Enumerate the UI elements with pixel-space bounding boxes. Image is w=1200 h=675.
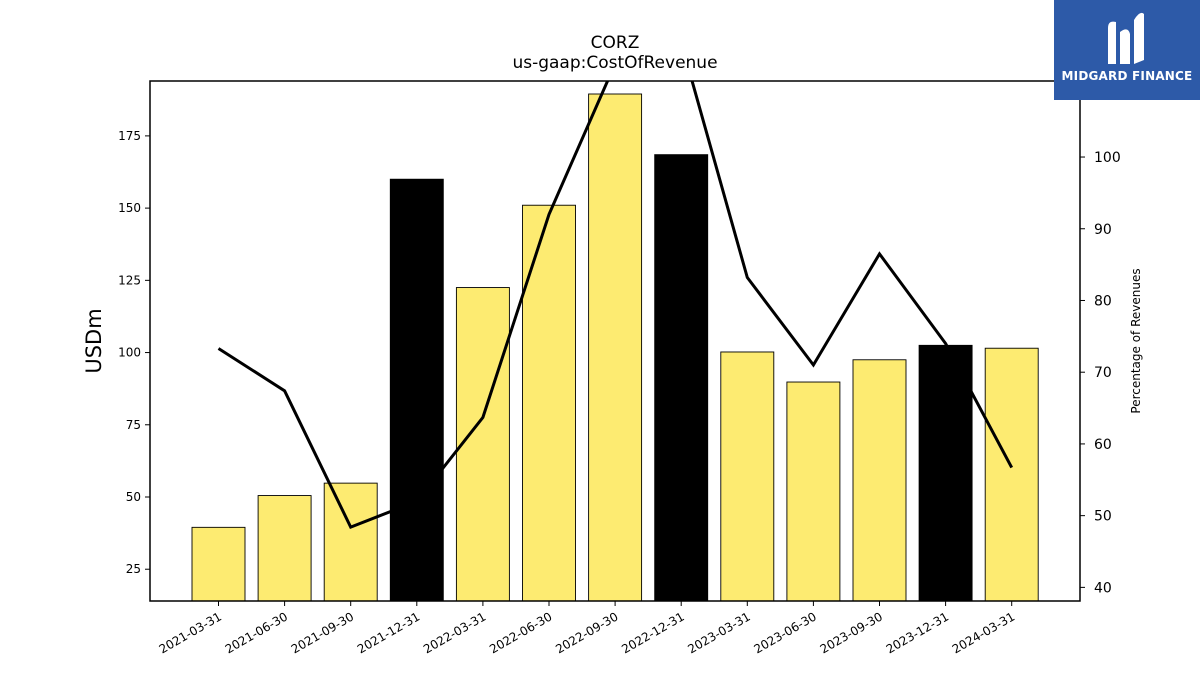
y2-tick-label: 90 [1094, 222, 1112, 238]
bar-2023-12-31 [918, 344, 973, 602]
x-tick-label: 2023-09-30 [818, 609, 885, 656]
y-tick-label: 150 [118, 201, 141, 215]
bar-2023-06-30 [786, 381, 841, 602]
chart-title: CORZ [591, 33, 640, 53]
bar-2023-03-31 [720, 351, 775, 602]
y-tick-label: 25 [126, 562, 141, 576]
logo: MIDGARD FINANCE [1054, 0, 1200, 100]
bar-2024-03-31 [984, 347, 1039, 602]
bar-2023-09-30 [852, 359, 907, 602]
x-tick-label: 2023-12-31 [884, 609, 951, 656]
bar-2022-03-31 [455, 287, 510, 602]
x-tick-label: 2022-12-31 [619, 609, 686, 656]
x-tick-label: 2023-03-31 [685, 609, 752, 656]
y2-tick-label: 40 [1094, 580, 1112, 596]
y2-tick-label: 70 [1094, 365, 1112, 381]
plot-frame [149, 80, 1081, 602]
x-tick-label: 2022-09-30 [553, 609, 620, 656]
y-tick-label: 125 [118, 273, 141, 287]
x-tick-label: 2024-03-31 [950, 609, 1017, 656]
y-tick-label: 100 [118, 346, 141, 360]
bar-2022-09-30 [588, 93, 643, 602]
bar-2021-06-30 [257, 495, 312, 602]
midgard-logo-icon [1108, 12, 1144, 65]
x-tick-label: 2022-03-31 [421, 609, 488, 656]
y2-axis-label: Percentage of Revenues [1129, 268, 1143, 413]
chart-subtitle: us-gaap:CostOfRevenue [512, 53, 717, 73]
y-axis-label: USDm [82, 308, 106, 373]
x-tick-label: 2021-03-31 [157, 609, 224, 656]
y2-tick-label: 60 [1094, 437, 1112, 453]
y2-tick-label: 100 [1094, 150, 1121, 166]
bar-2021-12-31 [389, 178, 444, 602]
y-tick-label: 75 [126, 418, 141, 432]
bar-2022-06-30 [522, 204, 576, 602]
y2-tick-label: 80 [1094, 293, 1112, 309]
logo-text: MIDGARD FINANCE [1061, 69, 1193, 83]
x-tick-label: 2021-06-30 [223, 609, 290, 656]
bar-2021-09-30 [323, 482, 378, 602]
percentage-line [217, 81, 1014, 530]
bar-group [191, 93, 1039, 602]
x-tick-label: 2021-12-31 [355, 609, 422, 656]
y-tick-label: 175 [118, 129, 141, 143]
x-tick-label: 2023-06-30 [751, 609, 818, 656]
y-tick-label: 50 [126, 490, 141, 504]
x-tick-label: 2021-09-30 [289, 609, 356, 656]
y2-tick-label: 50 [1094, 509, 1112, 525]
x-tick-label: 2022-06-30 [487, 609, 554, 656]
line-group [217, 81, 1014, 530]
bar-2022-12-31 [654, 154, 709, 602]
bar-2021-03-31 [191, 526, 246, 602]
